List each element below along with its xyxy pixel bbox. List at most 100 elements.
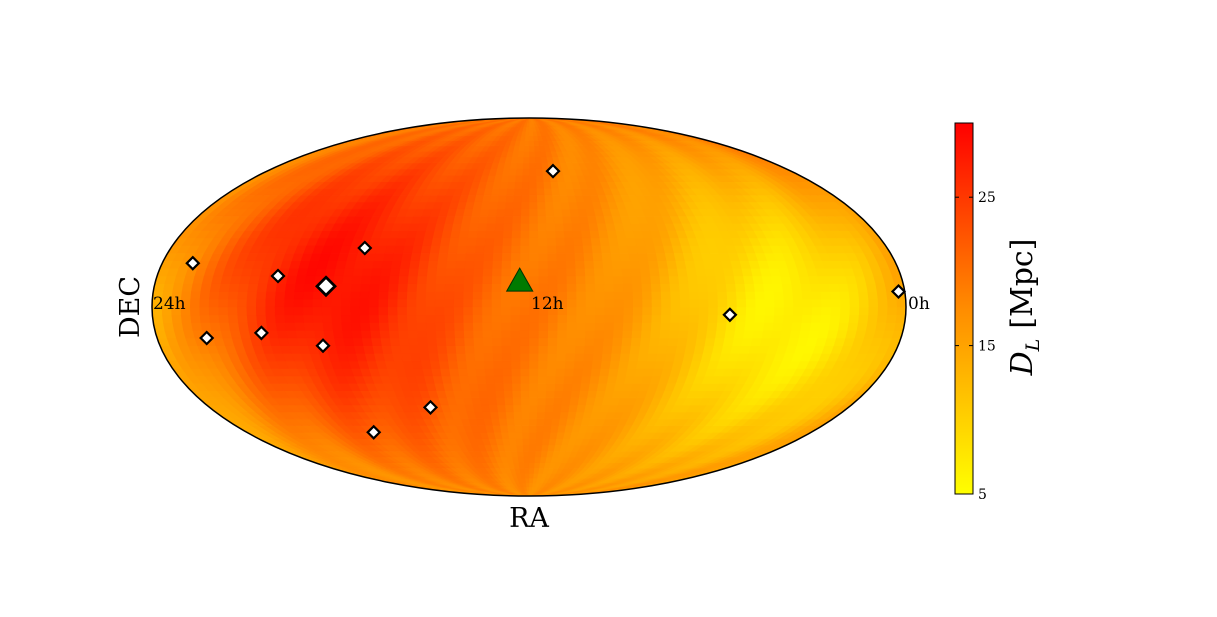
sky-pixel — [566, 194, 577, 203]
sky-pixel — [556, 425, 567, 433]
sky-pixel — [427, 260, 438, 269]
sky-pixel — [425, 329, 437, 339]
sky-pixel — [626, 360, 638, 369]
sky-pixel — [208, 298, 219, 308]
sky-pixel — [448, 237, 460, 246]
sky-pixel — [341, 329, 353, 339]
sky-pixel — [565, 345, 576, 354]
sky-pixel — [522, 456, 530, 464]
sky-pixel — [199, 283, 212, 292]
sky-pixel — [349, 314, 361, 323]
sky-pixel — [575, 275, 586, 285]
sky-pixel — [276, 329, 288, 339]
x-axis-label: RA — [509, 503, 549, 534]
sky-pixel — [521, 438, 530, 446]
sky-pixel — [274, 291, 286, 300]
sky-pixel — [697, 283, 708, 292]
sky-pixel — [547, 283, 558, 292]
sky-pixel — [528, 390, 538, 399]
sky-pixel — [554, 230, 565, 239]
sky-pixel — [866, 291, 878, 300]
sky-pixel — [848, 314, 859, 323]
sky-pixel — [858, 306, 869, 316]
sky-pixel — [810, 291, 822, 300]
sky-pixel — [209, 322, 221, 331]
sky-pixel — [457, 368, 468, 377]
sky-pixel — [368, 306, 379, 316]
sky-pixel — [549, 425, 559, 433]
sky-pixel — [630, 329, 642, 339]
sky-pixel — [683, 260, 696, 269]
sky-pixel — [650, 314, 662, 323]
sky-pixel — [227, 314, 239, 323]
sky-pixel — [585, 306, 596, 316]
sky-pixel — [500, 260, 512, 269]
sky-pixel — [397, 283, 408, 292]
sky-pixel — [801, 314, 812, 323]
sky-pixel — [474, 360, 485, 369]
sky-pixel — [547, 337, 558, 347]
sky-pixel — [603, 322, 614, 331]
sky-pixel — [419, 252, 430, 262]
sky-pixel — [867, 298, 879, 308]
sky-pixel — [552, 397, 563, 406]
sky-pixel — [714, 329, 726, 339]
sky-pixel — [771, 283, 783, 292]
sky-pixel — [515, 444, 524, 452]
sky-pixel — [650, 283, 661, 292]
sky-pixel — [585, 298, 596, 308]
sky-pixel — [492, 252, 503, 262]
sky-pixel — [585, 291, 596, 300]
sky-pixel — [481, 275, 493, 285]
sky-pixel — [463, 275, 474, 285]
sky-pixel — [607, 368, 619, 377]
sky-pixel — [616, 237, 628, 246]
sky-pixel — [656, 260, 668, 269]
sky-pixel — [687, 283, 699, 292]
sky-pixel — [505, 411, 515, 420]
sky-pixel — [332, 329, 344, 339]
sky-pixel — [658, 275, 670, 285]
sky-pixel — [742, 329, 754, 339]
sky-pixel — [495, 208, 506, 217]
sky-pixel — [516, 450, 524, 458]
sky-pixel — [528, 145, 535, 152]
sky-pixel — [519, 329, 530, 339]
sky-pixel — [342, 337, 355, 347]
sky-pixel — [594, 298, 605, 308]
sky-pixel — [550, 188, 560, 196]
sky-pixel — [546, 360, 557, 369]
sky-pixel — [350, 275, 362, 285]
sky-pixel — [593, 267, 604, 277]
sky-pixel — [493, 375, 504, 384]
sky-pixel — [189, 291, 201, 300]
sky-pixel — [199, 322, 212, 331]
sky-pixel — [284, 283, 296, 292]
sky-pixel — [556, 260, 567, 269]
sky-pixel — [571, 375, 583, 384]
sky-pixel — [428, 352, 440, 362]
sky-pixel — [378, 329, 390, 339]
sky-pixel — [809, 283, 821, 292]
sky-pixel — [515, 162, 524, 170]
sky-pixel — [368, 283, 380, 292]
sky-pixel — [573, 352, 585, 362]
sky-pixel — [886, 298, 897, 308]
sky-pixel — [161, 314, 173, 323]
sky-pixel — [371, 345, 384, 354]
ra-tick-label-12h: 12h — [531, 294, 564, 314]
sky-pixel — [199, 314, 210, 323]
sky-pixel — [536, 208, 546, 217]
sky-pixel — [612, 283, 624, 292]
sky-pixel — [762, 322, 774, 331]
sky-pixel — [799, 283, 812, 292]
sky-pixel — [332, 275, 344, 285]
sky-pixel — [735, 306, 747, 316]
sky-pixel — [218, 322, 231, 331]
sky-pixel — [751, 329, 764, 339]
sky-pixel — [500, 329, 511, 339]
sky-pixel — [655, 252, 667, 262]
sky-pixel — [522, 151, 530, 158]
sky-pixel — [584, 337, 595, 347]
sky-pixel — [674, 345, 687, 354]
